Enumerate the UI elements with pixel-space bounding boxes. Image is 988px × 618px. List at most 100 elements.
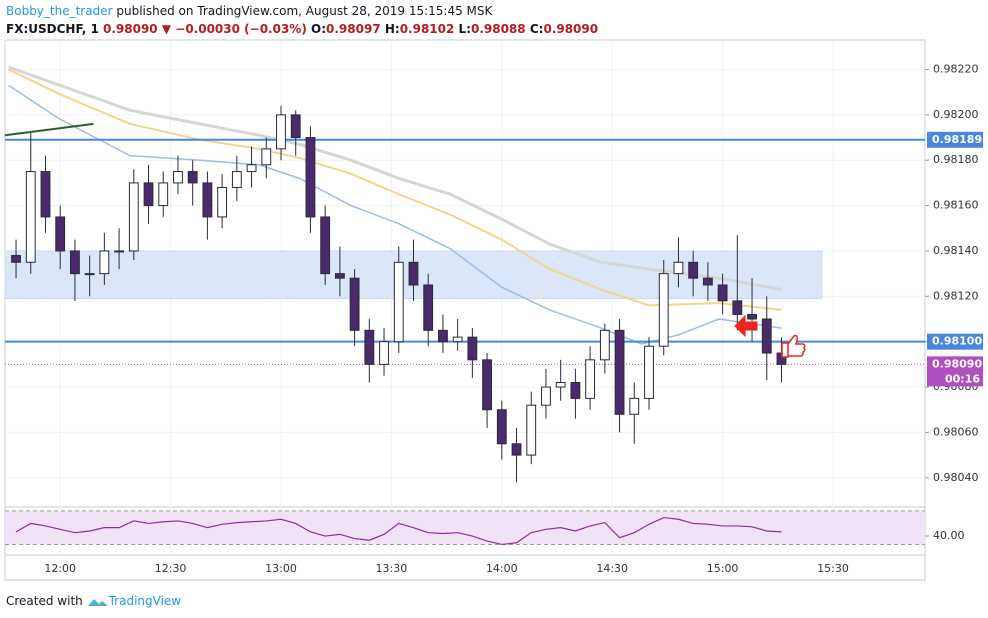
candle-body bbox=[84, 273, 95, 276]
chart: 12:00 12:30 13:00 13:30 14:00 14:30 15:00 15:30… bbox=[4, 39, 983, 581]
candle-body bbox=[334, 273, 345, 279]
x-tick-label: 15:30 bbox=[817, 562, 849, 575]
y-tick-label: 0.98220 bbox=[933, 62, 979, 75]
y-tick-label: 0.98140 bbox=[933, 244, 979, 257]
o-label: O: bbox=[311, 22, 326, 36]
candle-body bbox=[320, 216, 331, 275]
rsi-band bbox=[5, 510, 925, 545]
candle-body bbox=[541, 386, 551, 406]
footer: Created with TradingView bbox=[6, 594, 181, 608]
symbol: FX:USDCHF, 1 bbox=[6, 22, 99, 36]
candle-body bbox=[702, 277, 713, 286]
countdown: 00:16 bbox=[945, 372, 980, 385]
candle-body bbox=[305, 137, 316, 218]
candle-body bbox=[467, 336, 478, 361]
l-label: L: bbox=[458, 22, 471, 36]
candle-body bbox=[290, 114, 301, 139]
x-tick-label: 12:00 bbox=[44, 562, 76, 575]
candle-body bbox=[379, 341, 389, 365]
frame bbox=[4, 39, 926, 581]
candle-body bbox=[40, 171, 51, 218]
x-tick-label: 15:00 bbox=[707, 562, 739, 575]
last-price-bg bbox=[927, 356, 983, 387]
x-tick-label: 13:00 bbox=[265, 562, 297, 575]
candle-body bbox=[732, 300, 743, 315]
x-tick-label: 14:30 bbox=[596, 562, 628, 575]
h: 0.98102 bbox=[399, 22, 455, 36]
candle-body bbox=[114, 250, 124, 253]
candle-body bbox=[526, 404, 537, 456]
candle-body bbox=[570, 382, 581, 399]
thumbs-up bbox=[781, 334, 806, 358]
candle-body bbox=[128, 182, 139, 252]
arrow: ▼ bbox=[161, 22, 172, 36]
price: 0.98090 bbox=[103, 22, 158, 36]
candle-body bbox=[496, 409, 507, 445]
y-tick-label: 0.98040 bbox=[933, 471, 979, 484]
candle-body bbox=[364, 329, 375, 365]
last-price-label: 0.98090 bbox=[932, 357, 982, 370]
candle-body bbox=[276, 114, 286, 150]
candle-body bbox=[158, 182, 169, 207]
candle-body bbox=[25, 171, 36, 263]
x-tick-label: 13:30 bbox=[376, 562, 408, 575]
moving-average bbox=[8, 65, 782, 291]
candle-body bbox=[747, 313, 757, 320]
price-label-bg bbox=[927, 131, 983, 148]
legend: FX:USDCHF, 1 0.98090 ▼ −0.00030 (−0.03%)… bbox=[6, 22, 598, 36]
candle-body bbox=[349, 277, 360, 331]
candle-body bbox=[599, 329, 610, 361]
c-label: C: bbox=[529, 22, 544, 36]
rsi-tick-label: 40.00 bbox=[933, 529, 965, 542]
brand[interactable]: TradingView bbox=[108, 594, 182, 608]
candle-body bbox=[585, 359, 596, 399]
price-label-bg bbox=[927, 333, 983, 350]
candle-body bbox=[644, 345, 654, 399]
candle-body bbox=[555, 382, 566, 388]
candle-body bbox=[717, 284, 728, 302]
candle-body bbox=[246, 164, 257, 173]
candle-body bbox=[688, 261, 699, 279]
candle-body bbox=[629, 397, 640, 415]
tv-logo bbox=[87, 598, 108, 606]
candle-body bbox=[99, 250, 110, 275]
price-label: 0.98100 bbox=[932, 335, 982, 348]
candle-body bbox=[408, 261, 419, 286]
h-label: H: bbox=[384, 22, 400, 36]
candle-body bbox=[658, 273, 669, 347]
y-tick-label: 0.98180 bbox=[933, 153, 979, 166]
candle-body bbox=[438, 329, 448, 343]
red-arrow bbox=[734, 314, 758, 338]
x-tick-label: 12:30 bbox=[155, 562, 187, 575]
candle-body bbox=[143, 182, 154, 207]
candle-body bbox=[452, 336, 463, 343]
y-tick-label: 0.98160 bbox=[933, 199, 979, 212]
candle-body bbox=[217, 186, 228, 218]
candle-body bbox=[393, 261, 404, 343]
published: published on TradingView.com, August 28,… bbox=[116, 4, 493, 18]
candle-body bbox=[761, 318, 772, 354]
candle-body bbox=[423, 284, 434, 331]
candle-body bbox=[70, 250, 80, 275]
candle-body bbox=[55, 216, 66, 252]
author[interactable]: Bobby_the_trader bbox=[6, 4, 113, 18]
candle-body bbox=[673, 261, 684, 275]
o: 0.98097 bbox=[326, 22, 381, 36]
y-tick-label: 0.98120 bbox=[933, 289, 979, 302]
x-tick-label: 14:00 bbox=[486, 562, 518, 575]
candle-body bbox=[187, 171, 198, 184]
moving-average bbox=[8, 68, 782, 311]
candle-body bbox=[11, 254, 21, 263]
c: 0.98090 bbox=[543, 22, 599, 36]
y-tick-label: 0.98060 bbox=[933, 425, 979, 438]
price-label: 0.98189 bbox=[932, 133, 982, 146]
candle-body bbox=[482, 359, 492, 411]
l: 0.98088 bbox=[470, 22, 526, 36]
candle-body bbox=[511, 443, 522, 456]
candle-body bbox=[173, 171, 183, 184]
y-tick-label: 0.98200 bbox=[933, 108, 979, 121]
rsi-line bbox=[15, 516, 782, 546]
candle-body bbox=[202, 182, 213, 218]
trendline bbox=[4, 122, 94, 137]
